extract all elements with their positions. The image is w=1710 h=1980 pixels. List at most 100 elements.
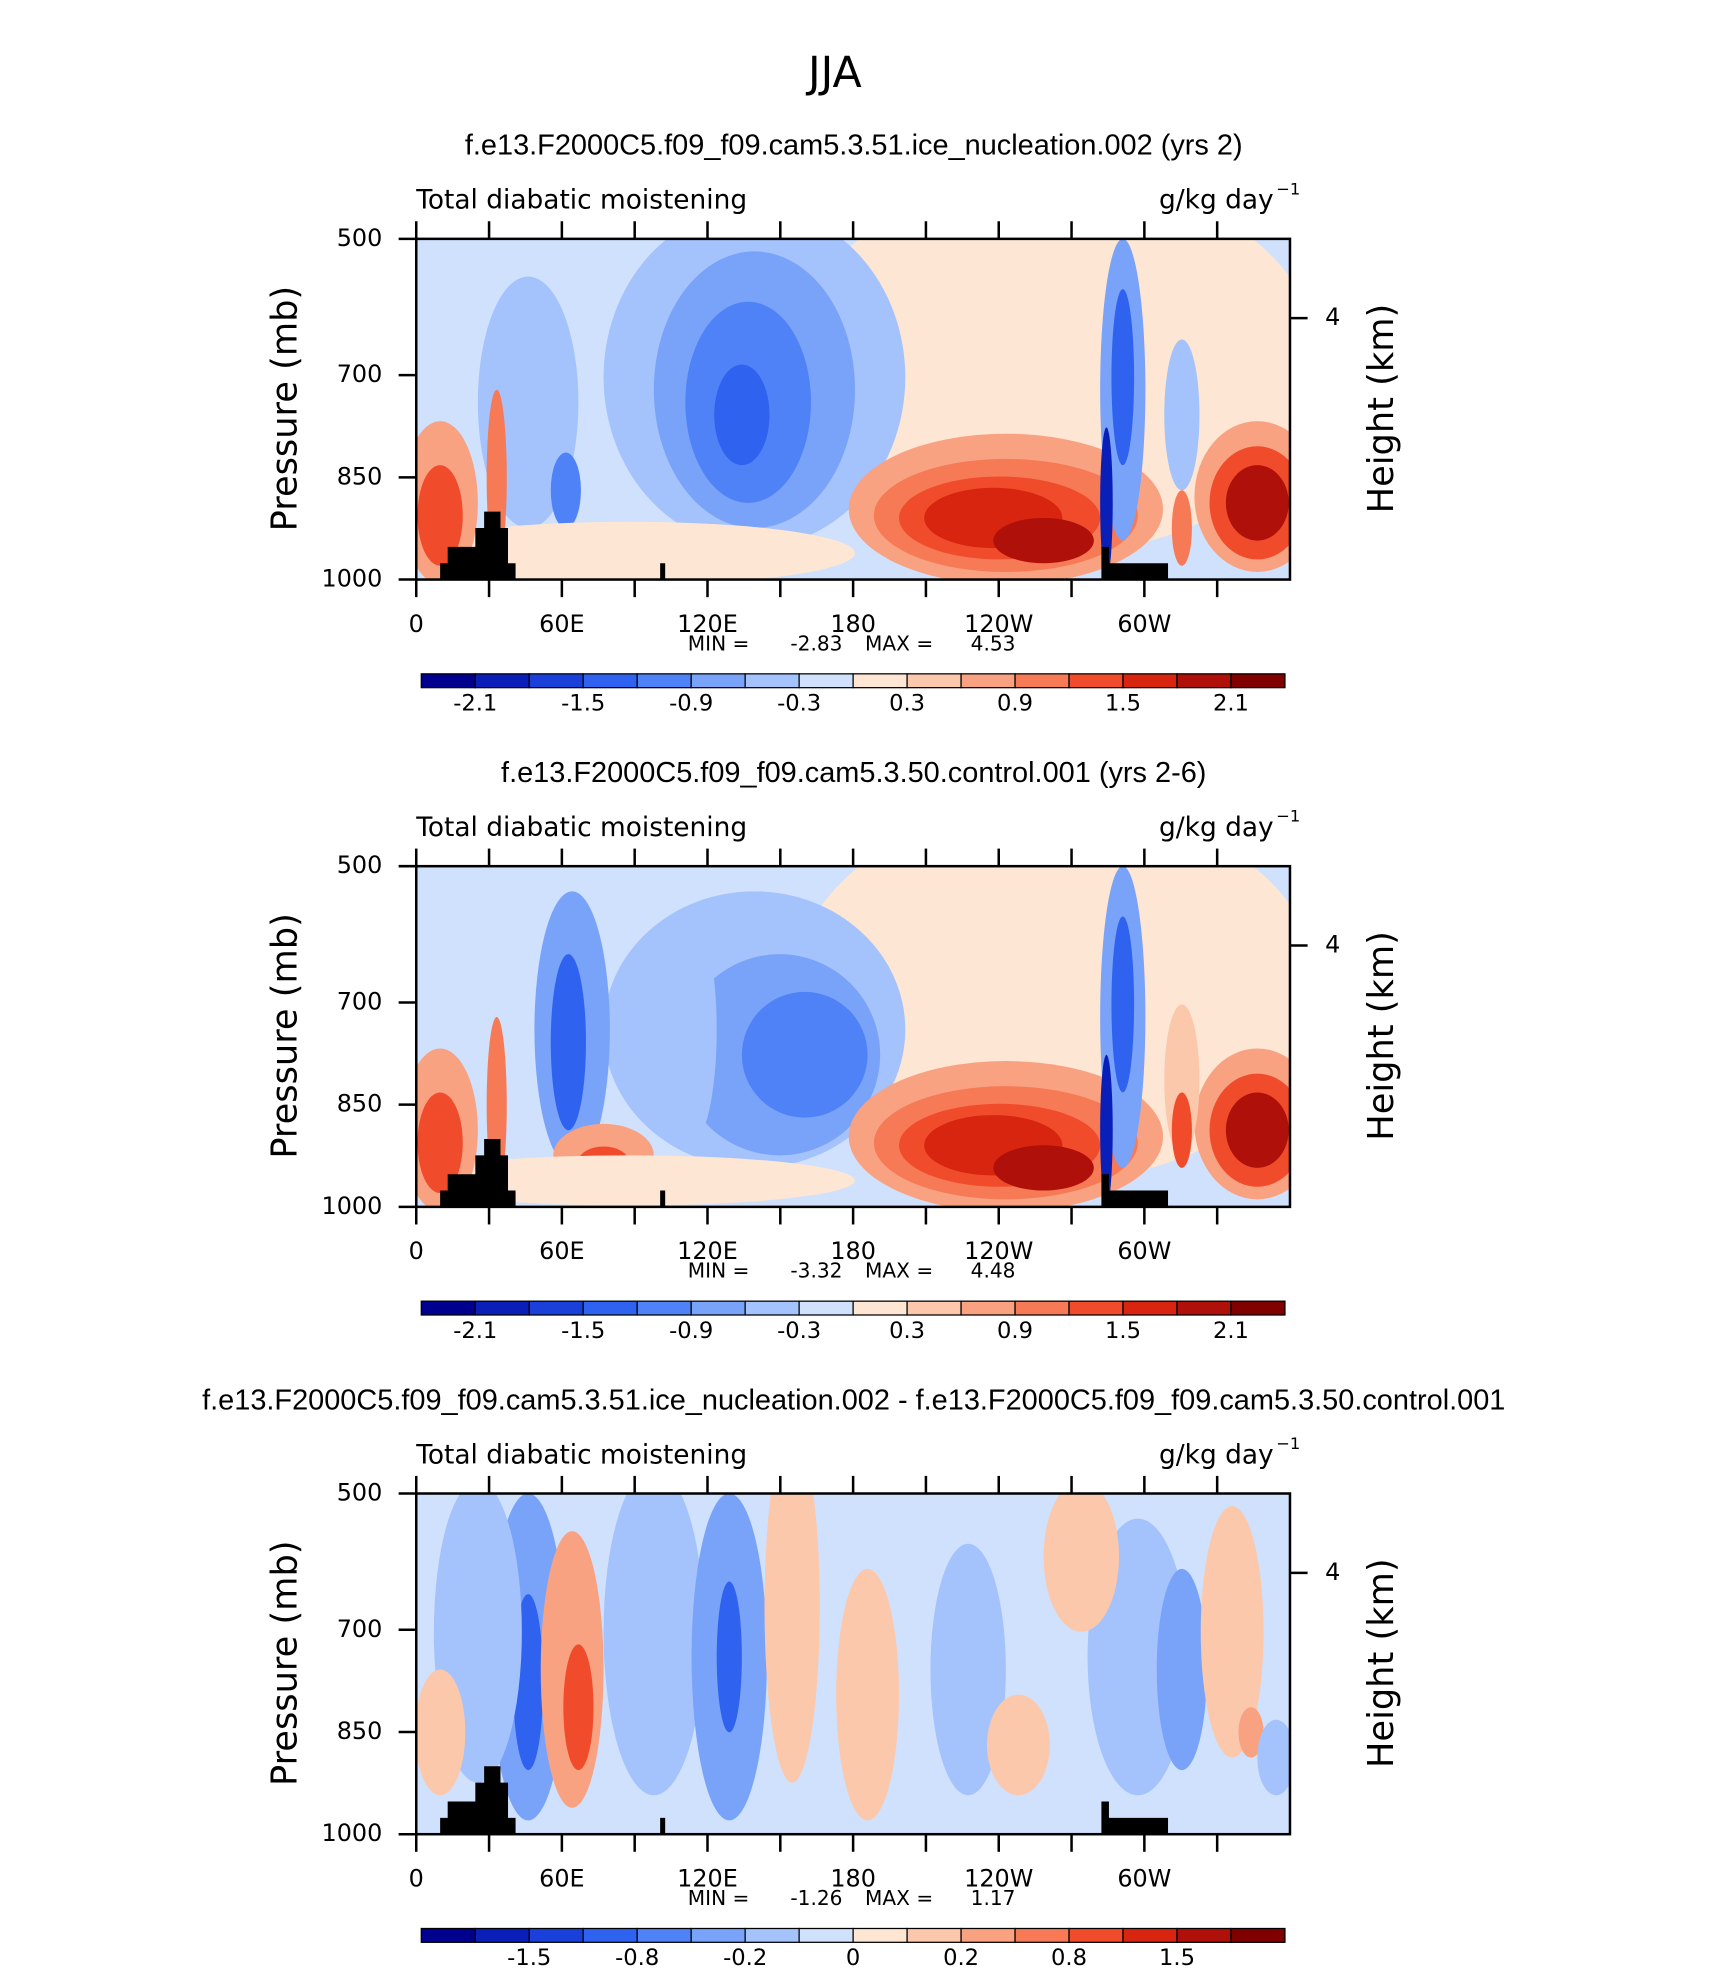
contour-fill (1171, 1092, 1192, 1168)
contour-fill (1238, 1707, 1264, 1758)
contour-fill (1100, 427, 1113, 579)
units: g/kg day (1159, 185, 1274, 216)
colorbar-box (798, 1300, 854, 1316)
x-tick-label: 60W (1117, 1864, 1171, 1892)
colorbar-box (1068, 673, 1124, 689)
x-tick-label: 120W (964, 610, 1033, 638)
x-tick-label: 120E (677, 1237, 738, 1265)
colorbar-label: -0.2 (723, 1945, 767, 1971)
contour-fill (1257, 1719, 1290, 1796)
panel: f.e13.F2000C5.f09_f09.cam5.3.50.control.… (265, 757, 1402, 1344)
panel: f.e13.F2000C5.f09_f09.cam5.3.51.ice_nucl… (265, 130, 1402, 717)
contour-fill (1111, 916, 1135, 1093)
contour-fill (993, 517, 1094, 564)
y-axis-label: Pressure (mb) (265, 286, 306, 532)
y-axis-label: Pressure (mb) (265, 1540, 306, 1786)
max-label: MAX = (865, 1886, 933, 1910)
units: g/kg day (1159, 812, 1274, 843)
colorbar-label: 1.5 (1105, 691, 1141, 717)
contour-fill (416, 1155, 855, 1206)
colorbar-box (420, 1927, 476, 1943)
colorbar-box (744, 1927, 800, 1943)
y2-tick-label: 4 (1325, 930, 1340, 958)
contour-fill (741, 991, 868, 1118)
colorbar-label: 0 (846, 1945, 860, 1971)
contour-fill (714, 364, 770, 466)
max-value: 4.53 (971, 631, 1016, 655)
colorbar-box (960, 1300, 1016, 1316)
contour-fill (764, 1493, 820, 1783)
colorbar-label: 0.9 (997, 1318, 1033, 1344)
y-tick-label: 850 (337, 1090, 383, 1118)
colorbar-box (582, 673, 638, 689)
colorbar-box (852, 673, 908, 689)
units: g/kg day (1159, 1439, 1274, 1470)
colorbar-box (852, 1300, 908, 1316)
contour-field (416, 238, 1290, 580)
min-label: MIN = (688, 1259, 750, 1283)
colorbar-box (420, 1300, 476, 1316)
y-tick-label: 700 (337, 1615, 383, 1643)
colorbar-box (906, 1927, 962, 1943)
colorbar-box (636, 1300, 692, 1316)
colorbar-label: -0.3 (777, 691, 821, 717)
contour-fill (993, 1145, 1094, 1191)
x-tick-label: 60W (1117, 1237, 1171, 1265)
y-axis-label: Pressure (mb) (265, 913, 306, 1159)
x-tick-label: 180 (830, 610, 876, 638)
x-tick-label: 0 (409, 610, 424, 638)
contour-fill (1156, 1568, 1208, 1771)
colorbar-label: -0.3 (777, 1318, 821, 1344)
y-tick-label: 850 (337, 462, 383, 490)
contour-fill (416, 521, 855, 580)
colorbar-box (474, 1300, 530, 1316)
colorbar-label: -0.8 (615, 1945, 659, 1971)
contour-fill (1100, 1054, 1113, 1206)
contour-fill (1225, 1092, 1289, 1168)
colorbar-label: -1.5 (561, 1318, 605, 1344)
colorbar-box (852, 1927, 908, 1943)
colorbar-box (906, 1300, 962, 1316)
colorbar-label: 2.1 (1213, 1318, 1249, 1344)
colorbar-box (960, 673, 1016, 689)
subtitle: Total diabatic moistening (415, 1439, 747, 1470)
colorbar-box (798, 673, 854, 689)
y-tick-label: 500 (337, 224, 383, 252)
x-tick-label: 60E (539, 1864, 584, 1892)
contour-fill (836, 1568, 900, 1821)
y2-tick-label: 4 (1325, 303, 1340, 331)
panel-title: f.e13.F2000C5.f09_f09.cam5.3.50.control.… (501, 757, 1206, 789)
min-value: -2.83 (790, 631, 842, 655)
colorbar-box (1122, 1300, 1178, 1316)
colorbar-box (1068, 1300, 1124, 1316)
colorbar-box (690, 1927, 746, 1943)
max-value: 1.17 (971, 1886, 1016, 1910)
x-tick-label: 120W (964, 1237, 1033, 1265)
colorbar-label: 0.3 (889, 691, 925, 717)
contour-field (416, 866, 1290, 1207)
x-tick-label: 180 (830, 1237, 876, 1265)
colorbar-box (1230, 1927, 1286, 1943)
colorbar-label: -2.1 (453, 1318, 497, 1344)
x-tick-label: 60E (539, 1237, 584, 1265)
units-exponent: −1 (1276, 1434, 1300, 1453)
contour-field (416, 1493, 1290, 1835)
y-tick-label: 700 (337, 987, 383, 1015)
colorbar-box (474, 673, 530, 689)
colorbar-box (528, 1300, 584, 1316)
colorbar-box (798, 1927, 854, 1943)
contour-fill (603, 1493, 705, 1796)
colorbar-label: -1.5 (561, 691, 605, 717)
contour-fill (1111, 289, 1135, 466)
colorbar-box (1176, 1927, 1232, 1943)
contour-fill (1164, 339, 1200, 491)
topography (440, 511, 1169, 580)
subtitle: Total diabatic moistening (415, 185, 747, 216)
contour-fill (417, 465, 463, 566)
contour-fill (1171, 490, 1192, 566)
colorbar-label: 0.8 (1051, 1945, 1087, 1971)
y-tick-label: 1000 (322, 1819, 383, 1847)
colorbar-box (1176, 673, 1232, 689)
x-tick-label: 120E (677, 610, 738, 638)
